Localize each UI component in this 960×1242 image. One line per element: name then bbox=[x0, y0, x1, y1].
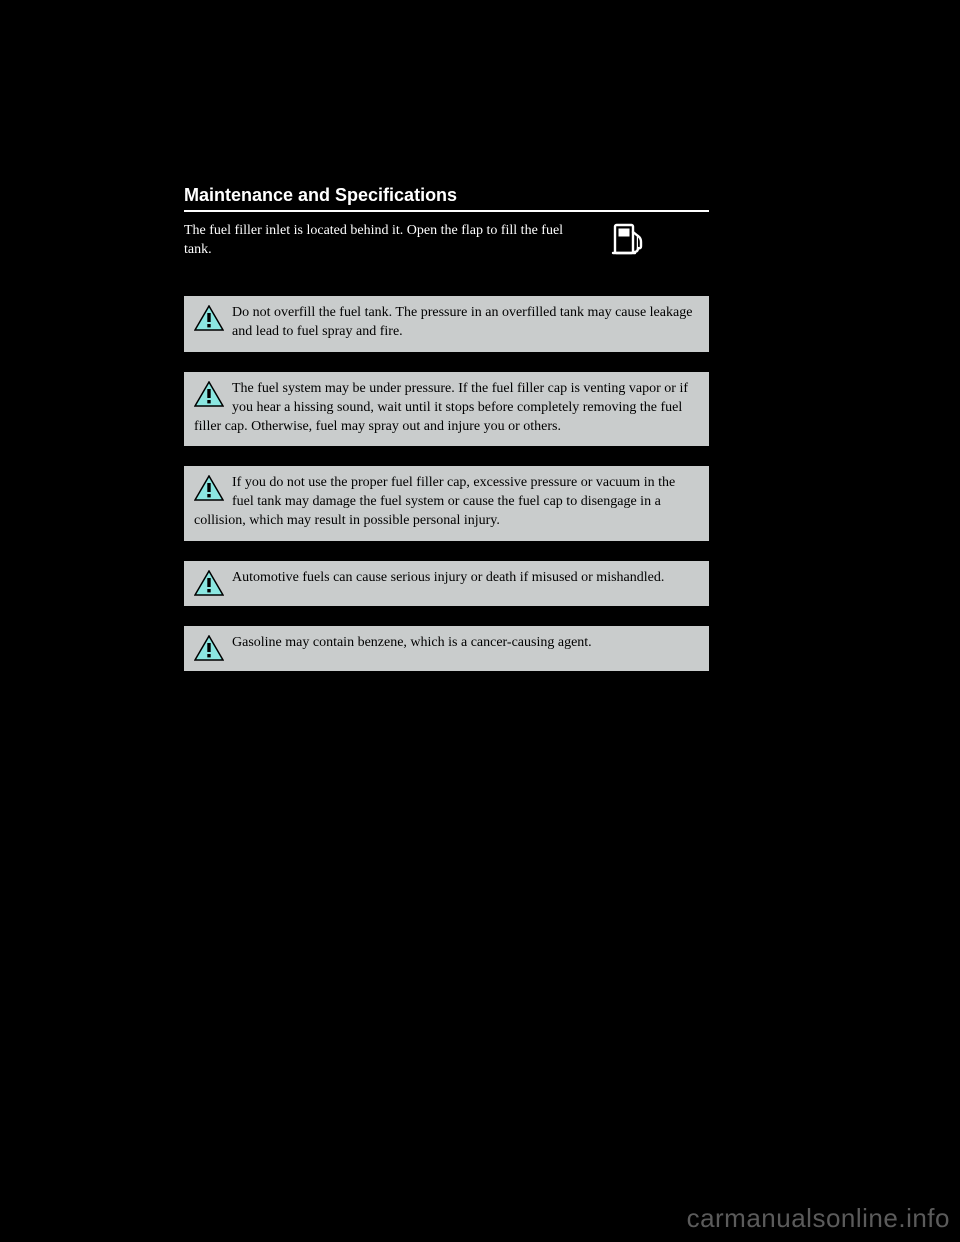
warning-text: Automotive fuels can cause serious injur… bbox=[194, 569, 699, 588]
warning-text: The fuel system may be under pressure. I… bbox=[194, 380, 699, 437]
warning-triangle-icon bbox=[194, 475, 224, 501]
warning-box-4: Automotive fuels can cause serious injur… bbox=[184, 561, 709, 606]
warning-box-1: Do not overfill the fuel tank. The press… bbox=[184, 296, 709, 352]
warning-triangle-icon bbox=[194, 570, 224, 596]
warning-triangle-icon bbox=[194, 635, 224, 661]
warning-triangle-icon bbox=[194, 381, 224, 407]
manual-page: Maintenance and Specifications The fuel … bbox=[184, 185, 709, 865]
fuel-pump-icon bbox=[611, 222, 647, 258]
warning-box-3: If you do not use the proper fuel filler… bbox=[184, 466, 709, 541]
warning-text: If you do not use the proper fuel filler… bbox=[194, 474, 699, 531]
warning-text: Gasoline may contain benzene, which is a… bbox=[194, 634, 699, 653]
warning-text: Do not overfill the fuel tank. The press… bbox=[194, 304, 699, 342]
warning-box-5: Gasoline may contain benzene, which is a… bbox=[184, 626, 709, 671]
intro-block: The fuel filler inlet is located behind … bbox=[184, 222, 709, 278]
warning-triangle-icon bbox=[194, 305, 224, 331]
section-header: Maintenance and Specifications bbox=[184, 185, 709, 212]
watermark-text: carmanualsonline.info bbox=[687, 1203, 950, 1234]
warning-box-2: The fuel system may be under pressure. I… bbox=[184, 372, 709, 447]
intro-text: The fuel filler inlet is located behind … bbox=[184, 222, 584, 260]
section-title: Maintenance and Specifications bbox=[184, 185, 709, 206]
